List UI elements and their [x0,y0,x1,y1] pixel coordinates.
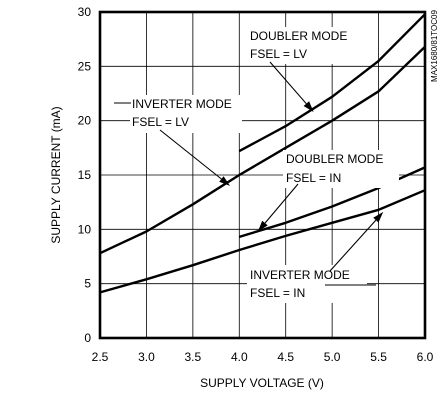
annotation-inverter-in-arrowhead [373,211,384,223]
annotation-doubler-lv-line2: FSEL = LV [250,47,307,61]
series-line-0 [238,13,426,153]
annotation-inverter-lv-leader [159,129,222,180]
annotation-inverter-lv: INVERTER MODE FSEL = LV [114,95,242,186]
annotation-doubler-lv-arrowhead [303,101,314,112]
y-tick-labels: 0 5 10 15 20 25 30 [78,5,92,345]
y-tick-label-3: 15 [78,168,92,182]
annotation-doubler-in: DOUBLER MODE FSEL = IN [257,150,399,232]
annotation-doubler-in-line2: FSEL = IN [286,171,341,185]
series-lines [99,13,426,294]
x-tick-label-0: 2.5 [92,350,109,364]
y-tick-label-5: 25 [78,59,92,73]
annotation-doubler-in-arrowhead [257,220,268,232]
y-tick-label-6: 30 [78,5,92,19]
annotation-inverter-lv-bg [130,95,242,133]
series-line-3 [99,189,426,294]
y-axis-title: SUPPLY CURRENT (mA) [49,106,63,243]
annotation-doubler-lv-leader [269,61,307,105]
annotation-inverter-lv-arrowhead [219,176,230,186]
y-tick-label-0: 0 [84,331,91,345]
x-tick-label-3: 4.0 [231,350,248,364]
x-tick-label-5: 5.0 [324,350,341,364]
annotation-inverter-lv-line2: FSEL = LV [132,115,189,129]
series-line-1 [99,45,426,255]
x-tick-label-4: 4.5 [277,350,294,364]
y-tick-label-1: 5 [84,277,91,291]
plot-frame [98,10,427,340]
annotation-doubler-lv-line1: DOUBLER MODE [250,29,347,43]
annotation-doubler-lv: DOUBLER MODE FSEL = LV [247,27,371,112]
annotation-inverter-in-bg [247,265,367,303]
annotation-doubler-in-bg [283,150,399,188]
x-tick-label-1: 3.0 [138,350,155,364]
annotation-inverter-in-leader [329,219,377,272]
annotation-doubler-in-leader [264,183,299,224]
y-tick-label-4: 20 [78,114,92,128]
annotation-doubler-lv-bg [247,27,371,64]
annotation-inverter-in-line1: INVERTER MODE [250,268,350,282]
annotation-inverter-lv-line1: INVERTER MODE [132,97,232,111]
x-tick-label-2: 3.5 [185,350,202,364]
y-tick-label-2: 10 [78,222,92,236]
figure-code-watermark: MAX1680/81TOC09 [430,10,439,82]
x-axis-title: SUPPLY VOLTAGE (V) [200,376,324,390]
annotation-inverter-in-line2: FSEL = IN [250,286,305,300]
annotation-doubler-in-line1: DOUBLER MODE [286,152,383,166]
annotation-inverter-in: INVERTER MODE FSEL = IN [247,211,384,303]
x-tick-label-6: 5.5 [370,350,387,364]
x-tick-labels: 2.5 3.0 3.5 4.0 4.5 5.0 5.5 6.0 [92,350,434,364]
x-tick-label-7: 6.0 [417,350,434,364]
